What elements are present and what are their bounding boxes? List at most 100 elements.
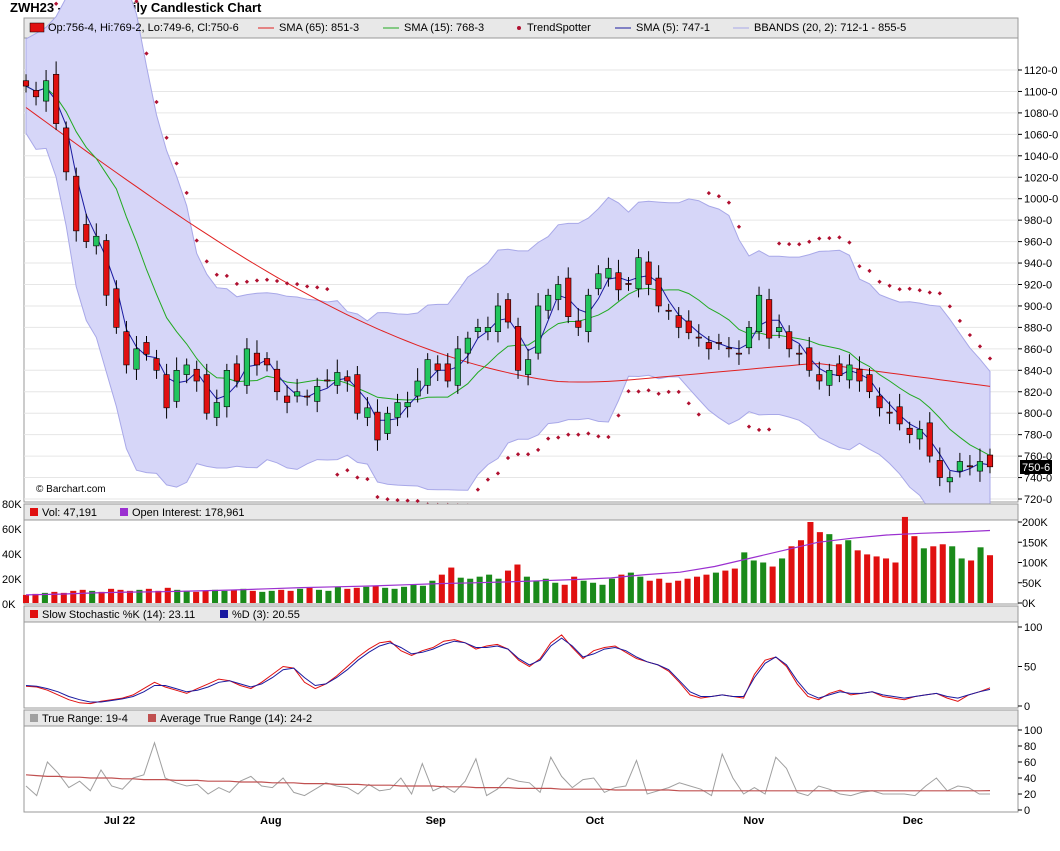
price-tick-label: 1080-0 <box>1024 108 1058 120</box>
trendspotter-dot <box>917 288 922 293</box>
trendspotter-dot <box>696 412 701 417</box>
volume-bar <box>930 546 937 603</box>
candle-body <box>153 358 160 371</box>
trendspotter-dot <box>495 471 501 476</box>
volume-bar <box>665 582 672 603</box>
volume-bar <box>968 560 975 603</box>
volume-axis: 80K 60K 40K 20K 0K 200K 150K 100K 50K 0K <box>2 499 1048 611</box>
candle-body <box>545 294 552 311</box>
volume-bar <box>599 584 606 603</box>
trendspotter-dot <box>937 291 942 296</box>
trendspotter-dot <box>536 447 541 453</box>
trendspotter-dot <box>656 391 661 396</box>
candle-body <box>404 402 411 408</box>
volume-bar <box>845 540 852 603</box>
oi-tick-label: 0K <box>1022 598 1036 610</box>
price-tick-label: 900-0 <box>1024 301 1052 313</box>
volume-bar <box>958 558 965 603</box>
candle-body <box>645 261 652 285</box>
trendspotter-dot <box>485 477 491 482</box>
x-axis-label: Dec <box>903 815 923 827</box>
volume-bar <box>60 592 67 603</box>
volume-bar <box>202 590 209 603</box>
trendspotter-dot <box>214 272 219 277</box>
volume-bar <box>344 588 351 603</box>
trendspotter-dot <box>244 279 250 284</box>
trendspotter-dot <box>54 1 59 6</box>
trendspotter-dot <box>797 242 802 247</box>
candle-body <box>755 294 763 332</box>
candle-body <box>896 406 903 425</box>
volume-bar <box>571 576 578 603</box>
candle-body <box>705 342 712 350</box>
volume-bar <box>514 564 521 603</box>
volume-bar <box>949 546 956 603</box>
trendspotter-dot <box>515 452 521 457</box>
candle-body <box>203 374 210 414</box>
candle-body <box>314 386 321 402</box>
candle-body <box>193 368 200 382</box>
oi-tick-label: 50K <box>1022 578 1042 590</box>
trendspotter-dot <box>887 283 892 288</box>
volume-bar <box>145 588 152 603</box>
candle-body <box>615 272 622 291</box>
sma15-line <box>25 85 991 457</box>
candle-body <box>63 127 70 173</box>
price-tick-label: 780-0 <box>1024 430 1052 442</box>
candle-body <box>966 465 973 468</box>
trendspotter-dot <box>546 436 551 441</box>
candle-body <box>786 331 793 350</box>
stochastic-panel <box>23 605 1019 709</box>
x-axis-labels: Jul 22 Aug Sep Oct Nov Dec <box>104 815 923 827</box>
volume-bar <box>712 572 719 603</box>
tr-swatch <box>30 714 38 722</box>
volume-bar <box>230 589 237 603</box>
price-tick-label: 960-0 <box>1024 237 1052 249</box>
candle-body <box>414 380 421 397</box>
volume-bar <box>977 547 984 603</box>
volume-bar <box>136 589 143 603</box>
volume-bar <box>164 587 171 603</box>
open-interest-line <box>25 529 991 596</box>
candle-body <box>384 412 391 434</box>
oi-tick-label: 100K <box>1022 558 1048 570</box>
candle-body <box>344 376 351 382</box>
candle-body <box>374 411 381 441</box>
candle-body <box>143 342 150 355</box>
volume-bar <box>448 567 455 603</box>
tr-tick-label: 20 <box>1024 789 1036 801</box>
trendspotter-dot <box>505 455 511 461</box>
x-axis-label: Aug <box>260 815 281 827</box>
trendspotter-dot <box>204 259 209 264</box>
volume-bar <box>854 550 861 603</box>
candle-body <box>43 80 50 102</box>
legend-ohlc: Op:756-4, Hi:769-2, Lo:749-6, Cl:750-6 <box>48 22 239 34</box>
candle-body <box>766 299 773 339</box>
price-axis: 1120-0 1100-0 1080-0 1060-0 1040-0 1020-0 1000… <box>1018 65 1058 506</box>
oi-swatch <box>120 508 128 516</box>
volume-bar <box>504 570 512 603</box>
trendspotter-dot <box>345 468 350 473</box>
tr-tick-label: 60 <box>1024 757 1036 769</box>
candle-body <box>484 327 491 332</box>
volume-bar <box>769 566 776 603</box>
stochastic-axis: 100 50 0 <box>1018 622 1042 713</box>
volume-bar <box>495 578 502 603</box>
trendspotter-dot <box>766 427 772 432</box>
volume-bar <box>391 588 398 603</box>
trendspotter-dot <box>224 273 229 278</box>
trendspotter-dot <box>847 240 852 245</box>
volume-bar <box>986 555 994 603</box>
price-tick-label: 920-0 <box>1024 280 1052 292</box>
trendspotter-dot <box>365 476 370 482</box>
candle-body <box>535 305 542 354</box>
legend-atr: Average True Range (14): 24-2 <box>160 713 312 725</box>
volume-bar <box>401 586 408 603</box>
volume-tick-label: 20K <box>2 574 22 586</box>
stochastic-legend-bar <box>23 605 1019 623</box>
volume-bar <box>372 585 379 603</box>
volume-bar <box>835 544 842 603</box>
stoch-d-line <box>25 637 991 703</box>
volume-bar <box>901 516 908 603</box>
candle-body <box>725 347 732 350</box>
